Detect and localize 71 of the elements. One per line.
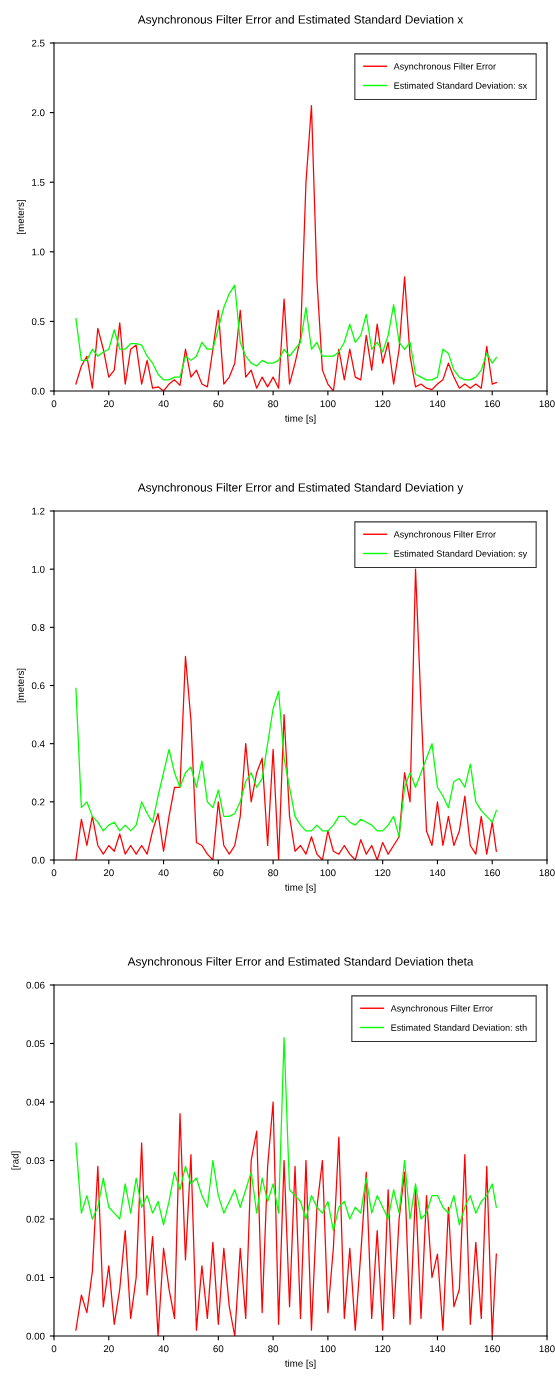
x-axis-title: time [s] (284, 883, 316, 893)
x-tick-label: 80 (268, 1345, 279, 1353)
x-tick-label: 0 (51, 1345, 57, 1353)
x-tick-label: 120 (375, 400, 391, 408)
x-tick-label: 120 (375, 869, 391, 877)
y-tick-label: 0.5 (31, 318, 45, 326)
line-series (75, 568, 497, 860)
y-tick-label: 1.0 (32, 248, 45, 256)
y-tick-label: 0.0 (31, 387, 45, 395)
y-axis-title: [rad] (11, 1151, 21, 1170)
y-tick-label: 0.06 (26, 981, 45, 989)
x-tick-label: 20 (103, 400, 114, 408)
x-axis-title: time [s] (284, 414, 316, 424)
y-tick-label: 0.03 (26, 1157, 45, 1165)
x-tick-label: 140 (430, 869, 446, 877)
x-tick-label: 180 (539, 400, 555, 408)
x-axis-title: time [s] (284, 1359, 316, 1369)
legend-label: Estimated Standard Deviation: sy (394, 550, 528, 559)
x-tick-label: 140 (430, 1345, 446, 1353)
x-tick-label: 180 (539, 869, 555, 877)
x-tick-label: 80 (268, 400, 279, 408)
chart-title: Asynchronous Filter Error and Estimated Standard Deviation theta (127, 957, 474, 969)
x-tick-label: 160 (484, 1345, 500, 1353)
y-tick-label: 0.2 (31, 798, 45, 806)
legend-label: Asynchronous Filter Error (393, 530, 496, 540)
x-tick-label: 0 (51, 869, 57, 877)
y-tick-label: 0.0 (31, 856, 45, 864)
x-tick-label: 140 (430, 400, 446, 408)
x-tick-label: 120 (375, 1345, 391, 1353)
y-tick-label: 0.6 (31, 682, 45, 690)
y-tick-label: 2.0 (31, 109, 45, 117)
line-series (75, 1101, 497, 1336)
y-tick-label: 0.05 (26, 1040, 45, 1048)
x-tick-label: 40 (158, 1345, 169, 1353)
y-tick-label: 1.5 (32, 179, 45, 186)
x-tick-label: 20 (103, 869, 114, 877)
x-tick-label: 60 (213, 400, 224, 408)
y-tick-label: 0.00 (26, 1332, 45, 1340)
x-tick-label: 100 (320, 400, 336, 408)
y-tick-label: 0.01 (26, 1274, 45, 1282)
y-tick-label: 1.2 (32, 507, 45, 515)
y-tick-label: 1.0 (32, 565, 45, 573)
line-series (75, 1037, 497, 1232)
chart-title: Asynchronous Filter Error and Estimated Standard Deviation x (137, 15, 464, 27)
x-tick-label: 180 (539, 1345, 555, 1353)
line-series (75, 687, 497, 838)
x-tick-label: 60 (213, 1345, 224, 1353)
y-tick-label: 2.5 (31, 39, 45, 47)
legend-label: Estimated Standard Deviation: sx (394, 82, 528, 89)
x-tick-label: 80 (268, 869, 279, 877)
legend-label: Estimated Standard Deviation: sth (391, 1024, 527, 1031)
y-axis-title: [meters] (16, 200, 26, 234)
x-tick-label: 0 (51, 400, 57, 408)
line-series (75, 284, 497, 381)
x-tick-label: 20 (103, 1345, 114, 1353)
x-tick-label: 100 (320, 1345, 336, 1353)
x-tick-label: 40 (158, 869, 169, 877)
y-tick-label: 0.02 (26, 1215, 45, 1223)
legend-label: Asynchronous Filter Error (393, 62, 496, 72)
y-tick-label: 0.4 (31, 740, 45, 748)
line-series (75, 105, 497, 391)
x-tick-label: 60 (213, 869, 224, 877)
x-tick-label: 100 (320, 869, 336, 877)
x-tick-label: 40 (158, 400, 169, 408)
legend-label: Asynchronous Filter Error (390, 1004, 493, 1014)
chart-title: Asynchronous Filter Error and Estimated Standard Deviation y (137, 483, 464, 495)
y-tick-label: 0.04 (26, 1098, 45, 1106)
y-tick-label: 0.8 (31, 624, 45, 631)
x-tick-label: 160 (484, 869, 500, 877)
x-tick-label: 160 (484, 400, 500, 408)
y-axis-title: [meters] (16, 668, 26, 703)
